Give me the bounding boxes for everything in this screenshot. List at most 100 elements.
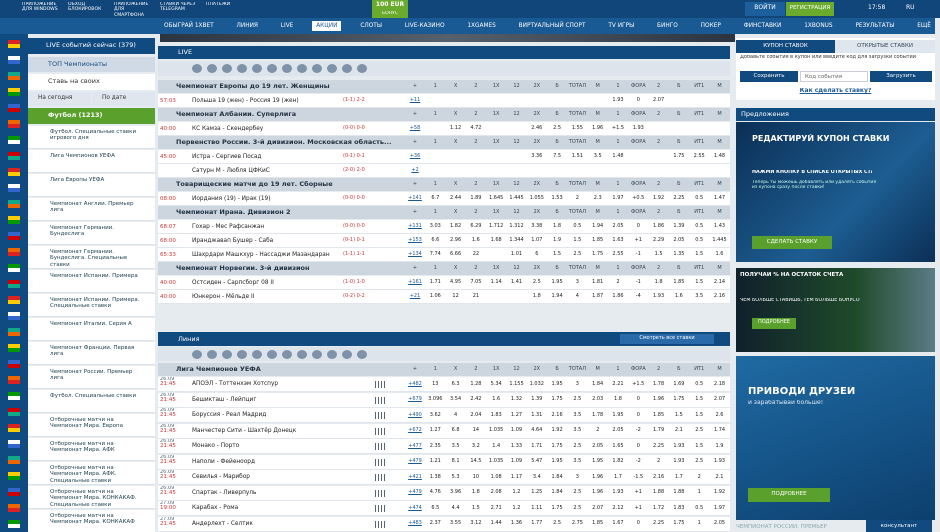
odds-cell[interactable]: 1.5 xyxy=(695,279,704,285)
odds-cell[interactable]: 2.42 xyxy=(470,396,482,402)
odds-cell[interactable]: 3.5 xyxy=(593,153,602,159)
odds-cell[interactable]: 1.93 xyxy=(653,293,665,299)
odds-cell[interactable]: 7.05 xyxy=(470,279,482,285)
sidebar-league[interactable]: Чемпионат Франции. Первая лига xyxy=(28,342,155,365)
odds-cell[interactable]: 3.38 xyxy=(531,223,543,229)
nav-item[interactable]: ЕЩЁ xyxy=(917,22,931,29)
odds-cell[interactable]: 1.94 xyxy=(592,223,604,229)
odds-cell[interactable]: +1 xyxy=(634,504,642,511)
odds-cell[interactable]: 6.66 xyxy=(450,251,462,257)
odds-cell[interactable]: 1.8 xyxy=(471,489,480,495)
sidebar-league[interactable]: Чемпионат Германии. Бундеслига. Специаль… xyxy=(28,246,155,269)
odds-cell[interactable]: 14.5 xyxy=(470,458,482,464)
odds-cell[interactable]: 4.64 xyxy=(531,427,543,433)
odds-cell[interactable]: 5.3 xyxy=(451,473,460,480)
odds-cell[interactable]: 1.38 xyxy=(429,473,441,480)
odds-cell[interactable]: 7.5 xyxy=(553,153,562,159)
teams[interactable]: Истра - Сергиев Посад xyxy=(192,153,262,160)
odds-cell[interactable]: 1.78 xyxy=(653,380,665,387)
odds-cell[interactable]: 1.86 xyxy=(653,223,665,229)
odds-cell[interactable]: 1.93 xyxy=(673,442,685,449)
odds-cell[interactable]: 2.25 xyxy=(653,442,665,449)
odds-cell[interactable]: 0 xyxy=(636,520,640,526)
odds-cell[interactable]: 1.28 xyxy=(470,380,482,387)
odds-cell[interactable]: 0.5 xyxy=(573,223,582,229)
odds-cell[interactable]: 1.445 xyxy=(509,195,524,201)
odds-cell[interactable]: 1.155 xyxy=(509,380,524,387)
odds-cell[interactable]: 1.36 xyxy=(510,520,523,526)
sidebar-league[interactable]: Лига Европы УЕФА xyxy=(28,174,155,197)
odds-cell[interactable]: 2.05 xyxy=(592,442,604,449)
odds-cell[interactable]: 3.36 xyxy=(531,153,543,159)
odds-cell[interactable]: 2.05 xyxy=(673,237,685,243)
odds-cell[interactable]: 1.72 xyxy=(653,504,665,511)
odds-cell[interactable]: 2.1 xyxy=(674,427,683,433)
sidebar-league[interactable]: Чемпионат Испании. Примера. Специальные … xyxy=(28,294,155,317)
odds-cell[interactable]: 2.5 xyxy=(573,396,582,402)
odds-cell[interactable]: 1.82 xyxy=(450,223,462,229)
sidebar-league[interactable]: Отборочные матчи на Чемпионат Мира. КОНК… xyxy=(28,486,155,509)
odds-cell[interactable]: 1.645 xyxy=(489,195,504,201)
nav-item[interactable]: ЛИНИЯ xyxy=(236,22,258,29)
odds-cell[interactable]: 1.17 xyxy=(510,473,523,480)
odds-cell[interactable]: 1.5 xyxy=(654,251,663,257)
odds-cell[interactable]: 1.312 xyxy=(509,223,524,229)
odds-cell[interactable]: 1.95 xyxy=(551,380,563,387)
sidebar-league[interactable]: Отборочные матчи на Чемпионат Мира. Евро… xyxy=(28,414,155,437)
more-bets[interactable]: +153 xyxy=(408,237,422,243)
odds-cell[interactable]: 2.6 xyxy=(715,411,724,418)
odds-cell[interactable]: 2.5 xyxy=(573,504,582,511)
odds-cell[interactable]: 1.96 xyxy=(653,396,665,402)
teams[interactable]: Остсиден - Сарпсборг 08 II xyxy=(192,279,274,286)
odds-cell[interactable]: 4.4 xyxy=(451,504,460,511)
more-bets[interactable]: +58 xyxy=(409,125,421,131)
odds-cell[interactable]: 0 xyxy=(636,223,640,229)
sidebar-league[interactable]: Чемпионат России. Премьер лига xyxy=(28,366,155,389)
odds-cell[interactable]: 1.09 xyxy=(510,427,523,433)
odds-cell[interactable]: 1.9 xyxy=(553,237,562,243)
odds-cell[interactable]: 1.93 xyxy=(713,458,726,464)
odds-cell[interactable]: 3.55 xyxy=(450,520,462,526)
odds-cell[interactable]: 1.39 xyxy=(531,396,543,402)
odds-cell[interactable]: 2.75 xyxy=(571,520,583,526)
odds-cell[interactable]: 0.5 xyxy=(695,380,704,387)
odds-cell[interactable]: 1.6 xyxy=(674,293,683,299)
nav-item[interactable]: 1XBONUS xyxy=(804,22,833,29)
odds-cell[interactable]: 1.12 xyxy=(450,125,462,131)
odds-cell[interactable]: 3.03 xyxy=(429,223,441,229)
more-bets[interactable]: +483 xyxy=(408,520,422,526)
odds-cell[interactable]: 2.44 xyxy=(450,195,462,201)
teams[interactable]: Бешикташ - Лейпциг xyxy=(192,396,257,403)
login[interactable]: ВОЙТИ xyxy=(745,2,785,16)
odds-cell[interactable]: 2.05 xyxy=(713,520,726,526)
odds-cell[interactable]: 1.71 xyxy=(531,442,543,449)
odds-cell[interactable]: 2.3 xyxy=(593,195,602,201)
lang[interactable]: RU xyxy=(906,4,915,11)
odds-cell[interactable]: 2.05 xyxy=(612,223,624,229)
odds-cell[interactable]: -1.5 xyxy=(633,473,644,480)
odds-cell[interactable]: 1.92 xyxy=(653,195,665,201)
odds-cell[interactable]: 0.5 xyxy=(695,223,704,229)
odds-cell[interactable]: 6.8 xyxy=(451,427,460,433)
more-bets[interactable]: +21 xyxy=(409,293,421,299)
odds-cell[interactable]: 1.65 xyxy=(612,442,624,449)
code-input[interactable]: Код события xyxy=(800,71,868,82)
odds-cell[interactable]: 1.14 xyxy=(490,279,502,285)
by-date[interactable]: По дате xyxy=(92,92,155,106)
odds-cell[interactable]: 1.51 xyxy=(571,153,583,159)
own-team[interactable]: Ставь на своих xyxy=(28,74,155,90)
sidebar-league[interactable]: Лига Чемпионов УЕФА xyxy=(28,150,155,173)
odds-cell[interactable]: 0 xyxy=(636,97,640,103)
odds-cell[interactable]: +1 xyxy=(634,237,642,243)
odds-cell[interactable]: 1.31 xyxy=(531,411,543,418)
odds-cell[interactable]: 1.032 xyxy=(529,380,544,387)
odds-cell[interactable]: 6.29 xyxy=(470,223,482,229)
odds-cell[interactable]: 1.5 xyxy=(695,411,704,418)
odds-cell[interactable]: 1.79 xyxy=(653,427,665,433)
odds-cell[interactable]: 2.29 xyxy=(653,237,665,243)
odds-cell[interactable]: 1.82 xyxy=(612,458,624,464)
odds-cell[interactable]: 2.5 xyxy=(553,520,562,526)
odds-cell[interactable]: 3.5 xyxy=(451,442,460,449)
odds-cell[interactable]: 5.34 xyxy=(490,380,502,387)
how-to-bet[interactable]: Как сделать ставку? xyxy=(799,88,872,94)
